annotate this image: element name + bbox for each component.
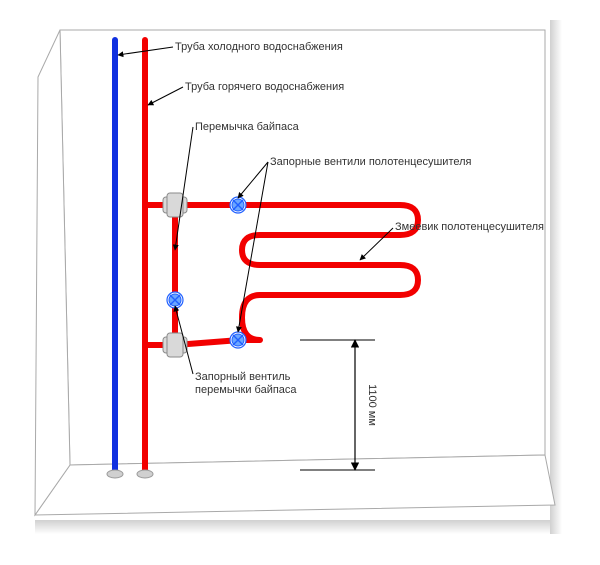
- valve-bottom: [230, 332, 246, 348]
- label-coil: Змеевик полотенцесушителя: [395, 221, 544, 233]
- label-bypass_valve2: перемычки байпаса: [195, 384, 297, 396]
- label-bypass_valve: Запорный вентиль: [195, 371, 291, 383]
- back-wall: [60, 30, 545, 465]
- panel-shadow-b: [35, 520, 560, 534]
- cold-floor-ring: [107, 470, 123, 478]
- dim-label: 1100 мм: [366, 384, 378, 426]
- valve-top: [230, 197, 246, 213]
- valve-bypass: [167, 292, 183, 308]
- label-shut_valves: Запорные вентили полотенцесушителя: [270, 156, 472, 168]
- panel-shadow-r: [550, 20, 562, 534]
- plumbing-diagram: 1100 мм Труба холодного водоснабжения Тру…: [0, 0, 600, 565]
- label-bypass_jumper: Перемычка байпаса: [195, 121, 300, 133]
- tee-bottom-v: [167, 333, 183, 357]
- hot-floor-ring: [137, 470, 153, 478]
- label-hot_supply: Труба горячего водоснабжения: [185, 81, 344, 93]
- label-cold_supply: Труба холодного водоснабжения: [175, 41, 343, 53]
